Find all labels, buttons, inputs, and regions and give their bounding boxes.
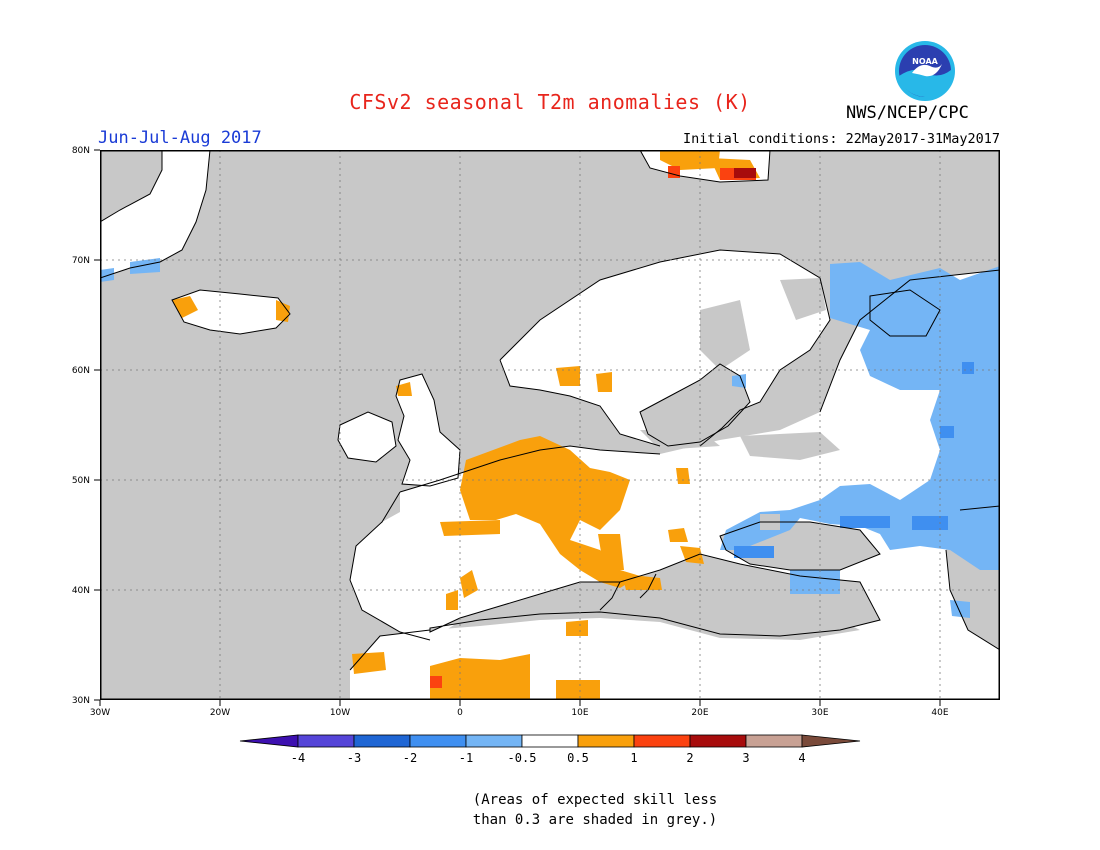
lat-ticks (94, 149, 100, 701)
lon-label-20e: 20E (691, 708, 708, 718)
lon-label-10e: 10E (571, 708, 588, 718)
legend-label: 0.5 (567, 751, 589, 765)
color-legend: -4 -3 -2 -1 -0.5 0.5 1 2 3 4 (239, 734, 861, 765)
map-frame (100, 150, 1000, 700)
legend-bin (409, 734, 467, 748)
legend-label: -2 (403, 751, 417, 765)
skill-note-line-1: (Areas of expected skill less (472, 792, 718, 808)
legend-arrow-above-max (801, 734, 861, 748)
lon-label-40e: 40E (931, 708, 948, 718)
legend-bin (353, 734, 411, 748)
lon-label-30w: 30W (90, 708, 110, 718)
legend-label: 1 (630, 751, 637, 765)
agency-label: NWS/NCEP/CPC (846, 103, 969, 123)
map-title: CFSv2 seasonal T2m anomalies (K) (349, 90, 751, 114)
lat-label-80n: 80N (72, 146, 90, 156)
legend-bin (689, 734, 747, 748)
legend-bin (633, 734, 691, 748)
legend-label: -4 (291, 751, 305, 765)
legend-bin (577, 734, 635, 748)
legend-label: -1 (459, 751, 473, 765)
legend-bin (521, 734, 579, 748)
map-axes: 30N 40N 50N 60N 70N 80N 30W 20W 10W 0 10… (72, 146, 949, 718)
initial-conditions: Initial conditions: 22May2017-31May2017 (683, 131, 1000, 147)
lat-label-50n: 50N (72, 476, 90, 486)
legend-label: -0.5 (508, 751, 537, 765)
legend-arrow-below-min (239, 734, 299, 748)
lat-label-60n: 60N (72, 366, 90, 376)
lon-label-10w: 10W (330, 708, 350, 718)
lon-label-30e: 30E (811, 708, 828, 718)
legend-label: 3 (742, 751, 749, 765)
lon-label-0: 0 (457, 708, 463, 718)
svg-text:NOAA: NOAA (912, 57, 938, 66)
cold-anomaly-core (734, 362, 974, 558)
lat-label-70n: 70N (72, 256, 90, 266)
legend-bin (297, 734, 355, 748)
noaa-logo-icon: NOAA (895, 41, 955, 101)
lat-label-30n: 30N (72, 696, 90, 706)
legend-bin (465, 734, 523, 748)
forecast-period: Jun-Jul-Aug 2017 (98, 128, 262, 148)
lat-label-40n: 40N (72, 586, 90, 596)
lon-label-20w: 20W (210, 708, 230, 718)
legend-label: 4 (798, 751, 805, 765)
legend-bin (745, 734, 803, 748)
skill-note-line-2: than 0.3 are shaded in grey.) (472, 812, 718, 828)
lon-ticks (99, 700, 941, 706)
anomaly-map (100, 150, 1000, 700)
legend-label: 2 (686, 751, 693, 765)
map-gridlines (100, 150, 1000, 700)
legend-label: -3 (347, 751, 361, 765)
